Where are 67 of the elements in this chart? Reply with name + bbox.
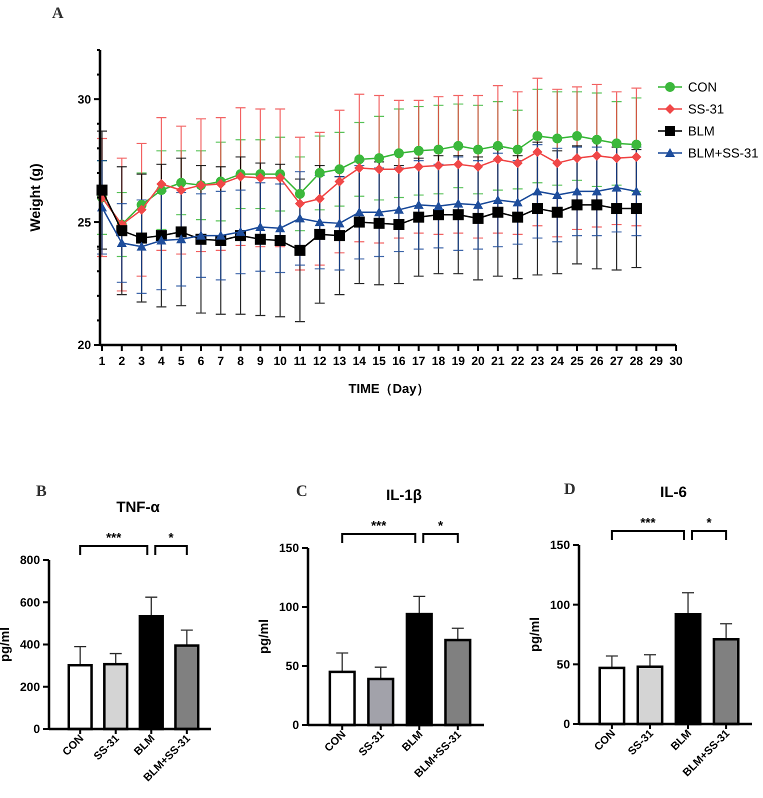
chart-title: IL-1β (386, 487, 422, 504)
x-tick-label: 25 (570, 354, 584, 368)
y-tick-label: 600 (20, 595, 40, 610)
x-tick-label: 19 (452, 354, 466, 368)
x-tick-label: 11 (294, 354, 307, 368)
y-tick-label: 150 (278, 541, 300, 556)
y-tick-label: 50 (556, 658, 570, 672)
chart-title: TNF-α (116, 499, 160, 516)
y-tick-label: 150 (550, 538, 570, 552)
x-tick-label: 18 (432, 354, 446, 368)
x-tick-label: 16 (392, 354, 406, 368)
text: C (296, 483, 308, 500)
x-tick-label: 24 (550, 354, 564, 368)
legend-label: BLM+SS-31 (688, 146, 758, 161)
y-tick-label: 400 (20, 638, 40, 652)
y-tick-label: 0 (292, 718, 300, 732)
x-tick-label: 28 (630, 354, 644, 368)
x-axis-title: TIME（Day） (348, 381, 430, 396)
y-tick-label: 20 (78, 338, 92, 352)
legend-label: BLM (688, 124, 715, 139)
y-axis-title: pg/ml (527, 617, 542, 652)
x-tick-label: 22 (510, 354, 525, 368)
text: D (564, 481, 576, 498)
text: * (168, 530, 175, 545)
y-tick-label: 50 (286, 659, 300, 674)
x-tick-label: 14 (352, 354, 366, 368)
y-axis-title: pg/ml (256, 619, 271, 654)
x-tick-label: 2 (118, 354, 126, 368)
y-tick-label: 25 (78, 215, 92, 230)
y-axis-title: Weight (g) (27, 163, 43, 232)
y-tick-label: 30 (78, 92, 92, 106)
text: * (438, 518, 444, 533)
y-tick-label: 100 (278, 600, 300, 614)
x-tick-label: 30 (669, 354, 683, 368)
x-tick-label: 5 (178, 354, 185, 368)
text: * (706, 515, 713, 530)
y-tick-label: 200 (20, 680, 40, 694)
x-tick-label: 6 (198, 354, 205, 368)
x-tick-label: 8 (237, 354, 244, 368)
x-tick-label: 15 (372, 354, 386, 368)
legend-label: SS-31 (688, 102, 724, 117)
y-tick-label: 100 (550, 598, 570, 612)
x-tick-label: 21 (491, 354, 505, 368)
text: *** (371, 518, 388, 533)
x-tick-label: 29 (650, 354, 664, 368)
x-tick-label: 17 (412, 354, 426, 368)
y-tick-label: 0 (33, 722, 40, 736)
x-tick-label: 13 (332, 354, 347, 368)
text: *** (106, 530, 122, 545)
y-tick-label: 800 (20, 553, 40, 568)
x-tick-label: 1 (98, 354, 106, 368)
x-tick-label: 7 (217, 354, 224, 368)
text: *** (640, 515, 656, 530)
x-tick-label: 20 (471, 354, 486, 368)
x-tick-label: 3 (138, 354, 146, 368)
y-tick-label: 0 (563, 717, 570, 732)
legend-label: CON (688, 80, 717, 95)
chart-title: IL-6 (660, 484, 687, 501)
x-tick-label: 9 (257, 354, 264, 368)
x-tick-label: 12 (313, 354, 327, 368)
text: A (52, 5, 64, 22)
x-tick-label: 26 (590, 354, 604, 368)
x-tick-label: 27 (610, 354, 624, 368)
x-tick-label: 4 (158, 354, 166, 368)
x-tick-label: 10 (273, 354, 288, 368)
x-tick-label: 23 (530, 354, 544, 368)
text: B (36, 483, 47, 500)
